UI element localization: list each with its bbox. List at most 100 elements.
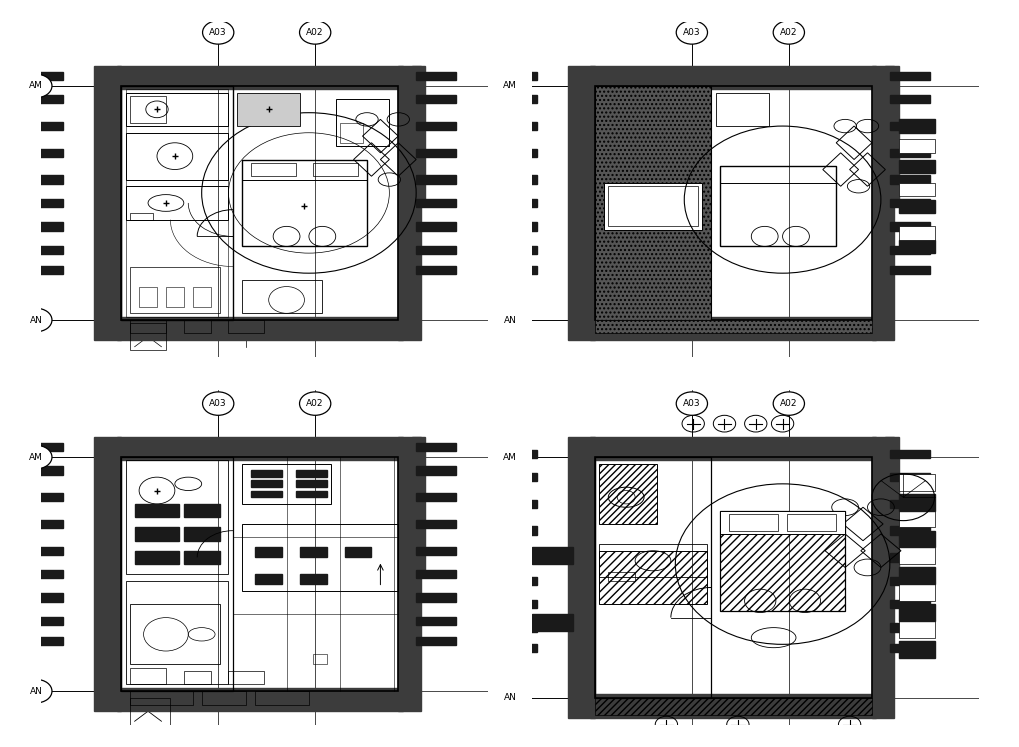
Bar	[599, 544, 706, 577]
Bar	[599, 464, 657, 524]
Bar	[130, 698, 170, 725]
Bar	[412, 66, 425, 203]
Bar	[135, 504, 179, 517]
Bar	[296, 480, 326, 487]
Bar	[532, 548, 572, 564]
Text: AN: AN	[30, 315, 43, 324]
Bar	[496, 72, 536, 80]
Bar	[255, 691, 309, 704]
Text: A03: A03	[683, 399, 700, 408]
Bar	[898, 199, 933, 213]
Bar	[594, 457, 710, 698]
Bar	[125, 93, 228, 126]
Bar	[130, 96, 166, 123]
Bar	[300, 548, 326, 557]
Bar	[889, 199, 929, 207]
Bar	[568, 437, 594, 718]
Bar	[335, 99, 389, 146]
Circle shape	[494, 74, 525, 98]
Bar	[397, 66, 420, 340]
Bar	[166, 287, 183, 306]
Bar	[599, 551, 706, 604]
Bar	[594, 86, 871, 320]
Text: AN: AN	[30, 686, 43, 695]
Text: AN: AN	[503, 315, 516, 324]
Bar	[255, 574, 282, 584]
Bar	[889, 577, 929, 585]
Bar	[251, 480, 282, 487]
Circle shape	[203, 21, 233, 44]
Bar	[130, 320, 166, 333]
Circle shape	[20, 445, 52, 469]
Bar	[889, 149, 929, 157]
Bar	[95, 437, 121, 711]
Circle shape	[676, 392, 707, 415]
Bar	[183, 671, 210, 684]
Bar	[251, 471, 282, 477]
Bar	[416, 617, 455, 625]
Bar	[416, 593, 455, 602]
Bar	[590, 695, 875, 718]
Bar	[898, 621, 933, 638]
Bar	[898, 584, 933, 601]
Circle shape	[20, 74, 52, 98]
Bar	[130, 267, 219, 313]
Bar	[594, 457, 871, 698]
Bar	[183, 504, 219, 517]
Bar	[130, 691, 193, 704]
Bar	[898, 568, 933, 584]
Bar	[116, 66, 403, 90]
Bar	[416, 95, 455, 104]
Bar	[22, 466, 63, 474]
Text: A02: A02	[306, 28, 324, 37]
Bar	[594, 320, 871, 333]
Bar	[121, 457, 397, 691]
Bar	[889, 246, 929, 254]
Bar	[22, 443, 63, 451]
Bar	[183, 527, 219, 541]
Bar	[889, 176, 929, 184]
Bar	[139, 287, 157, 306]
Text: AM: AM	[30, 81, 43, 90]
Bar	[898, 474, 933, 491]
Bar	[121, 86, 232, 320]
Bar	[416, 199, 455, 207]
Bar	[116, 437, 403, 460]
Bar	[22, 95, 63, 104]
Bar	[729, 514, 777, 530]
Bar	[228, 320, 264, 333]
Bar	[412, 437, 425, 574]
Bar	[251, 163, 296, 176]
Bar	[496, 450, 536, 458]
Bar	[416, 222, 455, 231]
Bar	[416, 570, 455, 578]
Bar	[242, 160, 367, 179]
Bar	[125, 186, 228, 220]
Bar	[719, 166, 836, 183]
Bar	[116, 688, 403, 711]
Bar	[889, 643, 929, 652]
Bar	[496, 600, 536, 608]
Circle shape	[494, 686, 525, 710]
Bar	[898, 226, 933, 240]
Bar	[889, 266, 929, 274]
Bar	[22, 570, 63, 578]
Bar	[715, 93, 768, 126]
Bar	[496, 176, 536, 184]
Bar	[496, 199, 536, 207]
Bar	[496, 95, 536, 104]
Bar	[22, 246, 63, 254]
Bar	[242, 160, 367, 247]
Bar	[898, 160, 933, 173]
Bar	[590, 437, 875, 460]
Bar	[22, 593, 63, 602]
Bar	[416, 122, 455, 130]
Bar	[496, 500, 536, 508]
Bar	[719, 511, 845, 534]
Bar	[22, 493, 63, 501]
Bar	[884, 437, 898, 577]
Bar	[202, 691, 247, 704]
Circle shape	[494, 309, 525, 332]
Bar	[255, 548, 282, 557]
Bar	[125, 581, 228, 684]
